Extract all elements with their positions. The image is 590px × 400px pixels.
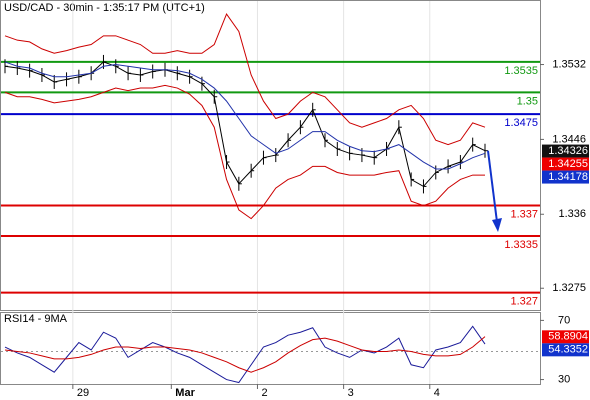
price-badge	[542, 170, 589, 184]
indicator-line	[4, 84, 485, 220]
price-badge	[542, 343, 589, 357]
price-badge-label: 1.34255	[548, 158, 588, 170]
price-badge	[542, 144, 589, 158]
rsi-y-tick-label: 70	[558, 314, 570, 326]
level-label: 1.3535	[504, 65, 538, 77]
x-tick-label: 29	[77, 387, 89, 399]
y-tick-label: 1.3446	[552, 133, 586, 145]
price-line	[4, 61, 486, 188]
price-badge-label: 54.3352	[548, 344, 588, 356]
level-label: 1.327	[510, 295, 538, 307]
rsi-y-tick-label: 30	[558, 373, 570, 385]
level-label: 1.3475	[504, 117, 538, 129]
y-tick-label: 1.336	[558, 208, 586, 220]
price-badge-label: 58.8904	[548, 331, 588, 343]
x-tick-label: Mar	[175, 387, 195, 399]
level-label: 1.3335	[504, 239, 538, 251]
x-tick-label: 4	[434, 387, 440, 399]
x-tick-label: 3	[348, 387, 354, 399]
chart-title: USD/CAD - 30min - 1:35:17 PM (UTC+1)	[4, 2, 205, 14]
price-badge-label: 1.34326	[548, 145, 588, 157]
price-badge	[542, 330, 589, 344]
forecast-arrow	[487, 150, 498, 223]
forecast-arrow-head	[492, 218, 502, 232]
price-panel	[0, 0, 541, 311]
rsi-line	[4, 336, 486, 373]
indicator-line	[4, 13, 486, 146]
rsi-line	[4, 325, 486, 384]
rsi-title: RSI14 - 9MA	[4, 313, 68, 325]
rsi-panel	[0, 312, 541, 385]
indicator-line	[4, 61, 486, 170]
level-label: 1.337	[510, 208, 538, 220]
y-tick-label: 1.3275	[552, 282, 586, 294]
price-badge-label: 1.34178	[548, 171, 588, 183]
price-badge	[542, 157, 589, 171]
y-tick-label: 1.3532	[552, 58, 586, 70]
level-label: 1.35	[517, 95, 538, 107]
x-tick-label: 2	[261, 387, 267, 399]
